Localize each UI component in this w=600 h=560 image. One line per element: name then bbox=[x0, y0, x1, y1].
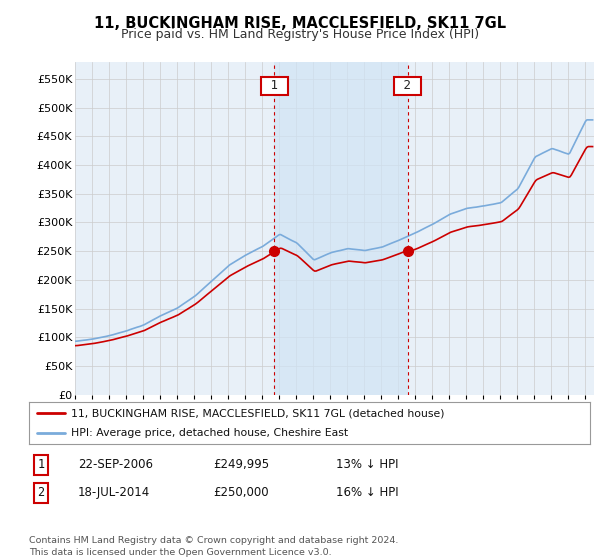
Text: HPI: Average price, detached house, Cheshire East: HPI: Average price, detached house, Ches… bbox=[71, 428, 348, 438]
Text: 2: 2 bbox=[396, 79, 419, 92]
Text: 13% ↓ HPI: 13% ↓ HPI bbox=[336, 458, 398, 472]
Text: 11, BUCKINGHAM RISE, MACCLESFIELD, SK11 7GL (detached house): 11, BUCKINGHAM RISE, MACCLESFIELD, SK11 … bbox=[71, 408, 445, 418]
Text: 2: 2 bbox=[37, 486, 44, 500]
Text: 22-SEP-2006: 22-SEP-2006 bbox=[78, 458, 153, 472]
Text: 1: 1 bbox=[263, 79, 286, 92]
Text: Contains HM Land Registry data © Crown copyright and database right 2024.
This d: Contains HM Land Registry data © Crown c… bbox=[29, 536, 398, 557]
Text: 18-JUL-2014: 18-JUL-2014 bbox=[78, 486, 150, 500]
Bar bbox=[274, 62, 407, 395]
Text: 11, BUCKINGHAM RISE, MACCLESFIELD, SK11 7GL: 11, BUCKINGHAM RISE, MACCLESFIELD, SK11 … bbox=[94, 16, 506, 31]
Text: 16% ↓ HPI: 16% ↓ HPI bbox=[336, 486, 398, 500]
Text: £249,995: £249,995 bbox=[213, 458, 269, 472]
Text: Price paid vs. HM Land Registry's House Price Index (HPI): Price paid vs. HM Land Registry's House … bbox=[121, 28, 479, 41]
Text: 1: 1 bbox=[37, 458, 44, 472]
Text: £250,000: £250,000 bbox=[213, 486, 269, 500]
